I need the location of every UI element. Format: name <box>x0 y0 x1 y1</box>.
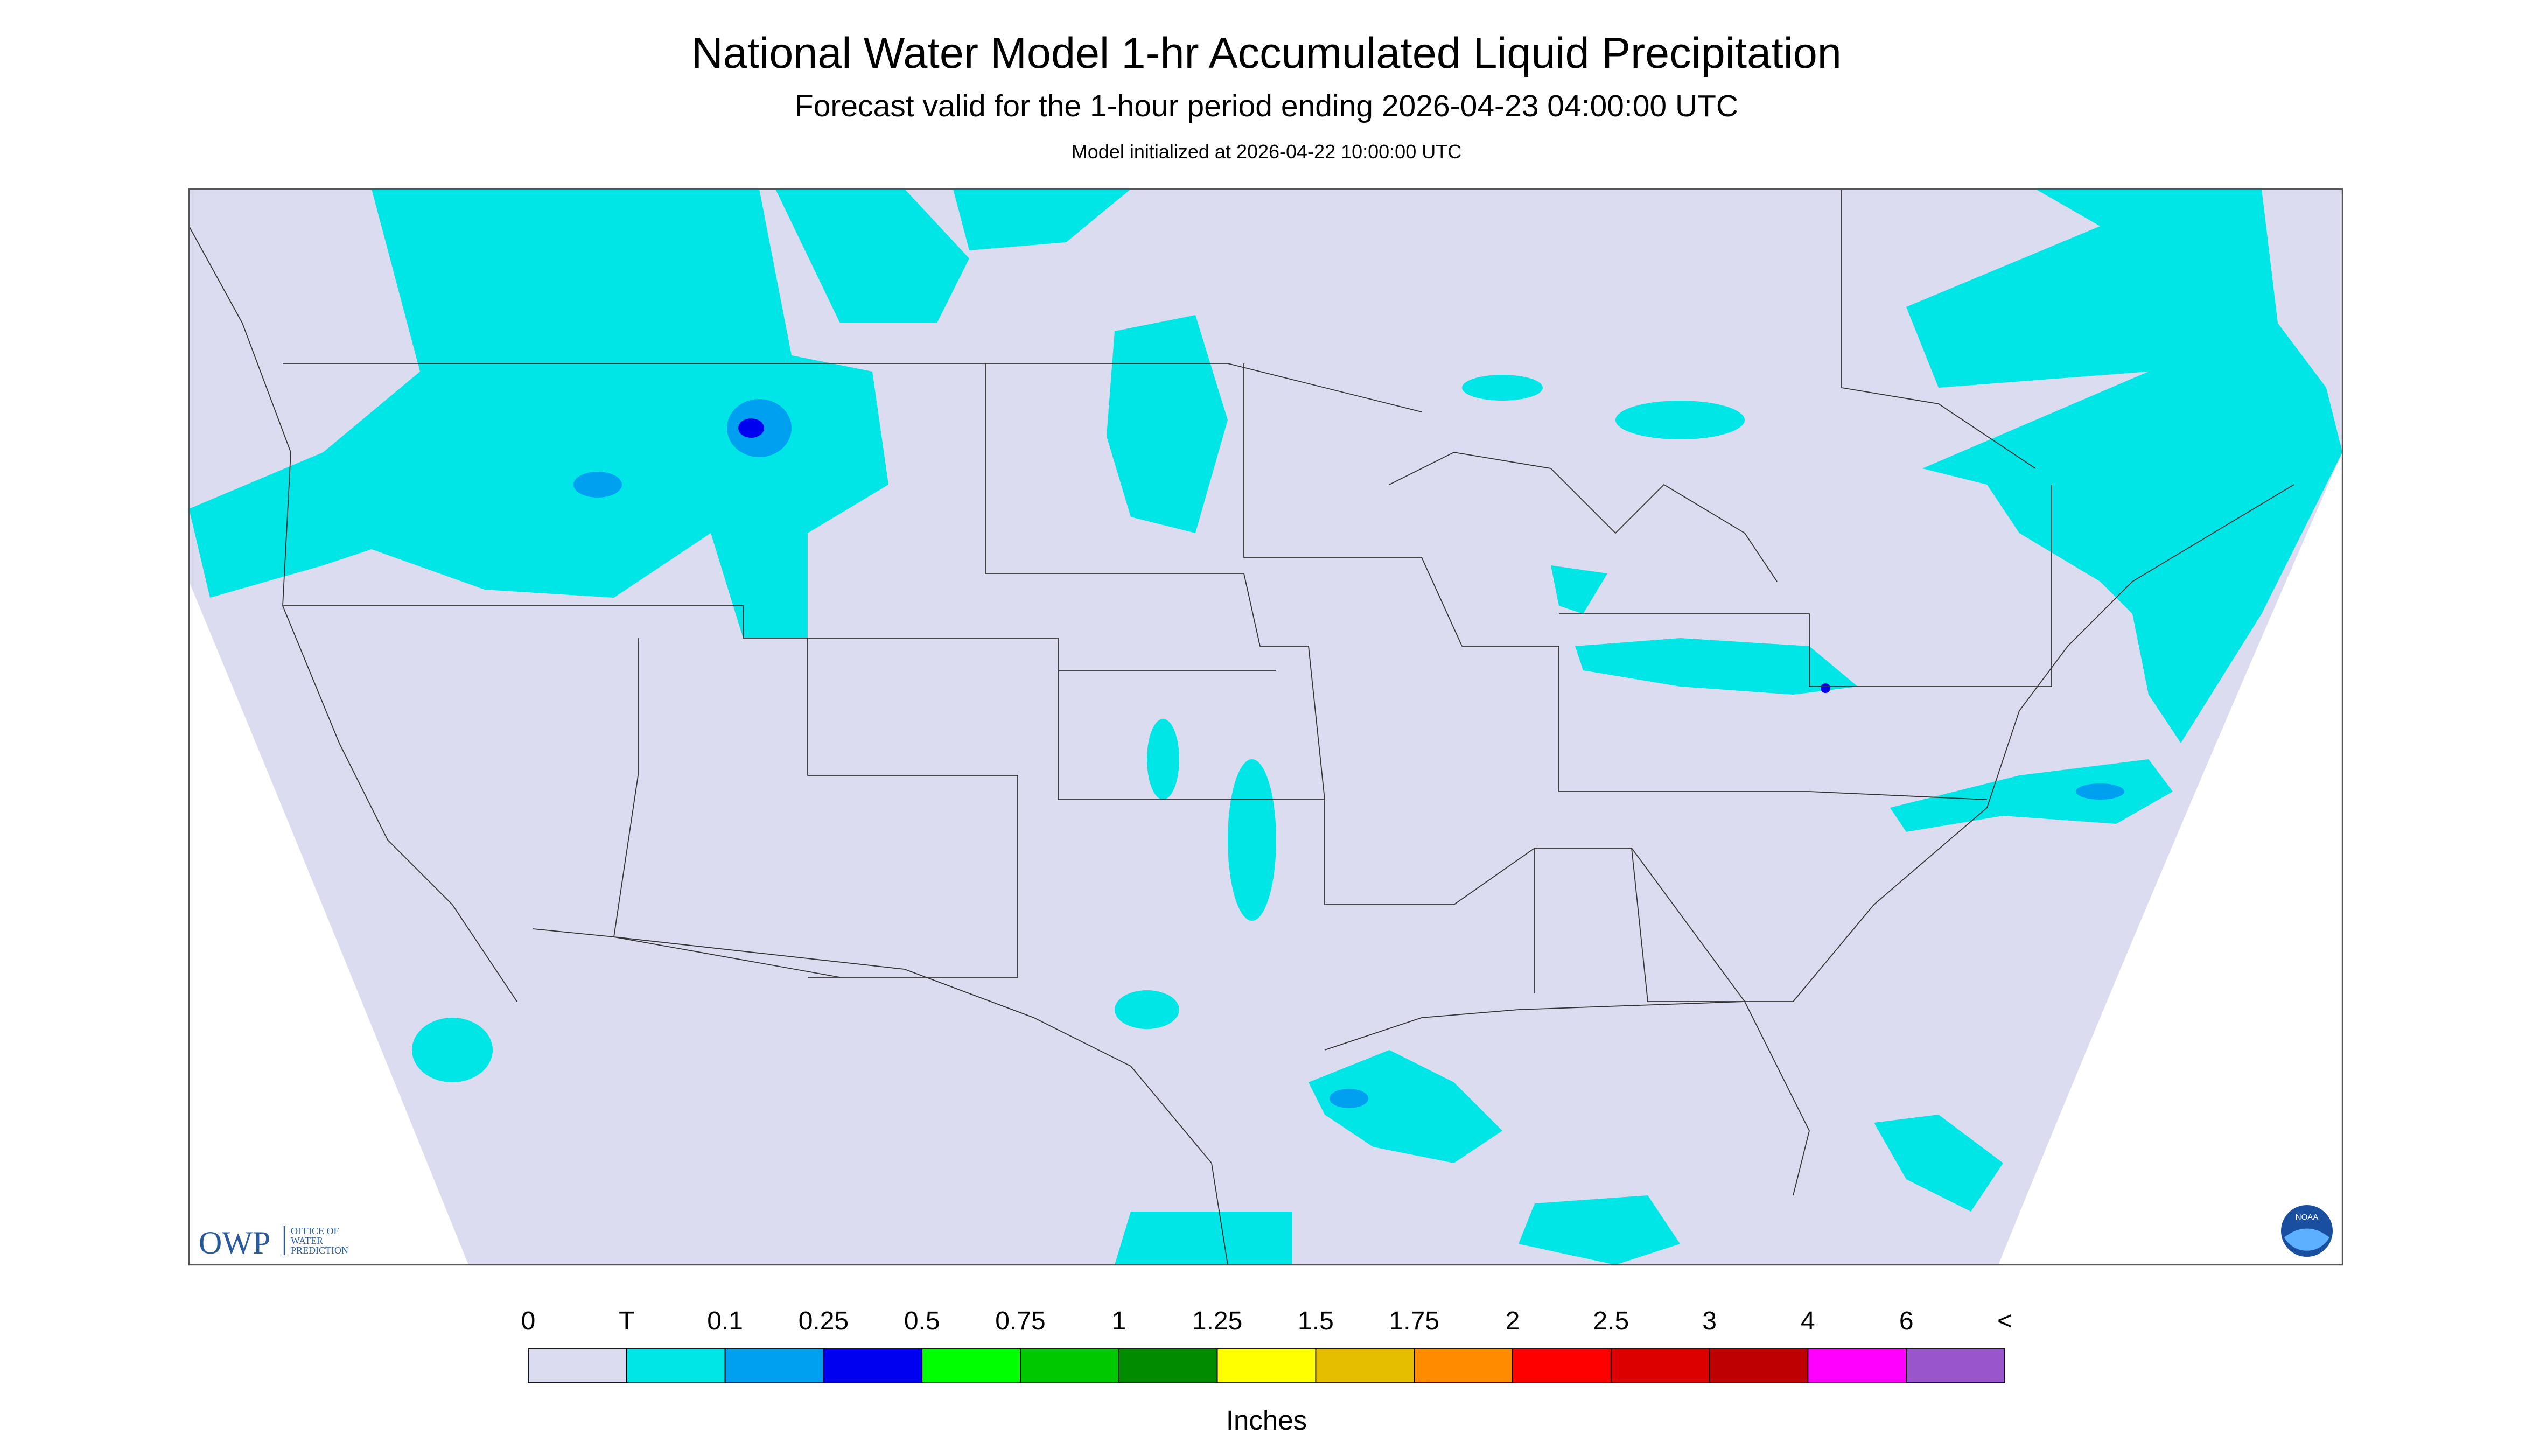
legend-unit: Inches <box>1226 1405 1307 1436</box>
legend-label: 0.25 <box>799 1307 849 1335</box>
owp-logo: OWP OFFICE OF WATER PREDICTION <box>199 1225 348 1261</box>
legend-swatch <box>1118 1348 1218 1383</box>
legend-label: 0.5 <box>904 1307 940 1335</box>
legend-label: 0 <box>521 1307 536 1335</box>
owp-logo-text: OWP <box>199 1225 270 1261</box>
legend-label: 1.25 <box>1192 1307 1242 1335</box>
legend-label: 3 <box>1702 1307 1717 1335</box>
legend-swatch <box>1315 1348 1415 1383</box>
noaa-logo-text: NOAA <box>2296 1213 2319 1222</box>
legend-swatch <box>1414 1348 1513 1383</box>
legend-swatch <box>1216 1348 1317 1383</box>
legend-label: < <box>1997 1307 2012 1335</box>
legend-swatch <box>1020 1348 1119 1383</box>
precip-areas-max <box>738 418 1830 694</box>
subtitle: Forecast valid for the 1-hour period end… <box>795 89 1738 123</box>
legend-swatch <box>1906 1348 2005 1383</box>
owp-logo-line: OFFICE OF <box>291 1226 339 1236</box>
legend-label: 0.75 <box>995 1307 1045 1335</box>
legend-label: 2.5 <box>1593 1307 1629 1335</box>
init-time: Model initialized at 2026-04-22 10:00:00… <box>1072 141 1461 163</box>
legend: 0 T 0.1 0.25 0.5 0.75 1 1.25 1.5 1.75 2 2.5 3 4 6 < <box>521 1307 2012 1383</box>
legend-swatch <box>1512 1348 1612 1383</box>
legend-swatch <box>1709 1348 1809 1383</box>
owp-logo-line: PREDICTION <box>291 1245 348 1256</box>
legend-swatch <box>1610 1348 1710 1383</box>
owp-logo-line: WATER <box>291 1235 323 1246</box>
legend-label: T <box>619 1307 634 1335</box>
legend-swatch <box>823 1348 923 1383</box>
noaa-logo: NOAA <box>2281 1205 2333 1257</box>
legend-label: 6 <box>1899 1307 1914 1335</box>
legend-swatch <box>528 1348 627 1383</box>
boundaries <box>188 188 2294 1265</box>
map-frame <box>188 188 2343 1266</box>
noaa-logo-wave <box>2284 1228 2329 1251</box>
legend-label: 1.75 <box>1389 1307 1439 1335</box>
legend-label: 2 <box>1506 1307 1520 1335</box>
legend-label: 4 <box>1801 1307 1815 1335</box>
legend-swatch <box>1807 1348 1907 1383</box>
legend-label: 1 <box>1111 1307 1126 1335</box>
legend-label: 1.5 <box>1298 1307 1334 1335</box>
legend-label: 0.1 <box>707 1307 743 1335</box>
legend-swatch <box>921 1348 1021 1383</box>
legend-swatch <box>724 1348 824 1383</box>
legend-swatch <box>626 1348 726 1383</box>
map: OWP OFFICE OF WATER PREDICTION NOAA <box>188 188 2343 1266</box>
title: National Water Model 1-hr Accumulated Li… <box>691 29 1842 78</box>
